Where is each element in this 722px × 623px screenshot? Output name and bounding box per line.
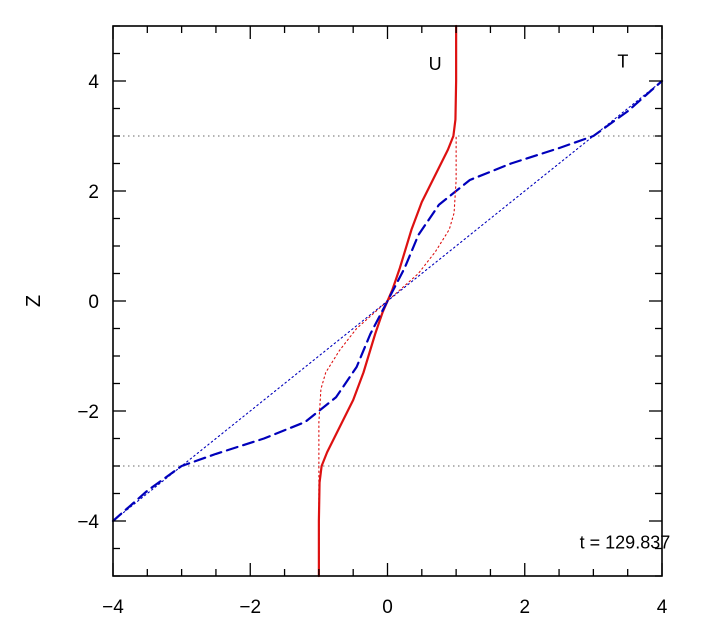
x-tick-label: 2 — [519, 597, 530, 618]
y-tick-label: −2 — [77, 402, 99, 423]
x-tick-labels: −4 −2 0 2 4 — [102, 597, 668, 618]
y-tick-label: 2 — [88, 182, 99, 203]
annotations: U Tt = 129.837 — [429, 51, 671, 552]
y-axis-label: Z — [23, 295, 45, 307]
x-tick-label: −2 — [239, 597, 261, 618]
x-tick-label: 4 — [657, 597, 668, 618]
axis-ticks — [112, 25, 663, 577]
y-tick-label: 4 — [88, 72, 99, 93]
series-group — [111, 24, 664, 578]
series-line-dotted-3 — [112, 80, 663, 522]
x-tick-label: 0 — [382, 597, 393, 618]
y-tick-label: 0 — [88, 292, 99, 313]
annotation-2: t = 129.837 — [580, 533, 671, 553]
annotation-0: U — [429, 54, 442, 74]
y-tick-label: −4 — [77, 512, 99, 533]
reference-lines — [113, 135, 662, 467]
annotation-1: T — [617, 51, 628, 71]
y-tick-labels: −4 −2 0 2 4 — [77, 72, 99, 533]
x-tick-label: −4 — [102, 597, 124, 618]
